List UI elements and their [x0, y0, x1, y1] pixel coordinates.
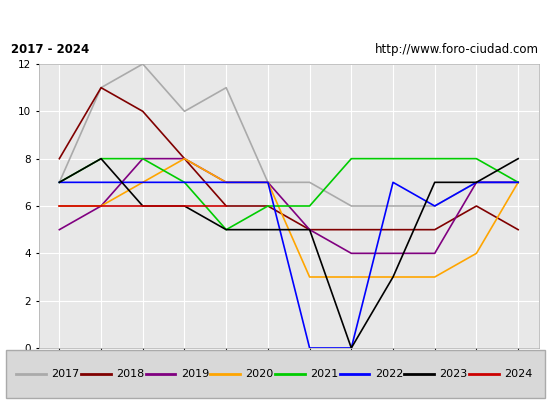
Text: 2017 - 2024: 2017 - 2024 [11, 44, 89, 56]
Text: 2020: 2020 [245, 369, 273, 379]
Text: http://www.foro-ciudad.com: http://www.foro-ciudad.com [375, 44, 539, 56]
FancyBboxPatch shape [6, 350, 544, 398]
Text: Evolucion del paro registrado en Pinarejo: Evolucion del paro registrado en Pinarej… [118, 10, 432, 26]
Text: 2024: 2024 [504, 369, 532, 379]
Text: 2019: 2019 [180, 369, 209, 379]
Text: 2022: 2022 [375, 369, 403, 379]
Text: 2023: 2023 [439, 369, 468, 379]
Text: 2021: 2021 [310, 369, 338, 379]
Text: 2017: 2017 [51, 369, 80, 379]
Text: 2018: 2018 [116, 369, 144, 379]
